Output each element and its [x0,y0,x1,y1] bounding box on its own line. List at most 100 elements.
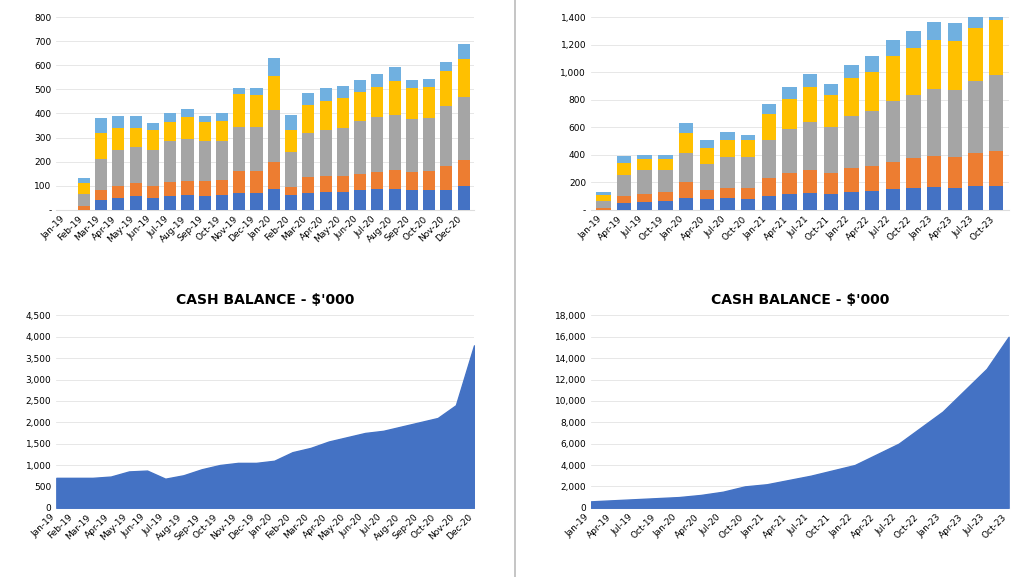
Bar [658,159,673,170]
Bar [95,118,108,133]
Bar [233,171,246,193]
Bar [372,189,383,209]
Bar [233,94,246,127]
Bar [823,95,838,127]
Bar [989,151,1004,186]
Bar [337,98,349,128]
Bar [113,149,125,186]
Bar [596,192,610,194]
Bar [406,119,418,173]
Bar [658,193,673,201]
Bar [372,117,383,173]
Bar [906,158,921,188]
Bar [406,173,418,190]
Bar [216,121,228,141]
Bar [927,156,941,187]
Bar [113,186,125,198]
Bar [233,88,246,94]
Bar [638,194,652,202]
Bar [302,105,314,133]
Title: CASH BALANCE - $'000: CASH BALANCE - $'000 [176,293,354,308]
Bar [113,128,125,149]
Bar [803,170,817,193]
Bar [113,116,125,128]
Bar [146,198,159,209]
Bar [741,198,756,209]
Bar [458,97,470,160]
Bar [886,101,900,162]
Bar [199,116,211,122]
Bar [782,87,797,99]
Bar [78,178,90,183]
Bar [406,80,418,88]
Bar [440,72,453,106]
Bar [130,147,141,183]
Bar [638,170,652,194]
Bar [319,192,332,209]
Legend: Frozen Foods, Meat, Fruits & vegetables, Alcohol, Paper Goods: Frozen Foods, Meat, Fruits & vegetables,… [96,0,434,3]
Bar [616,175,631,196]
Bar [616,203,631,209]
Bar [319,102,332,130]
Bar [164,182,176,196]
Bar [823,173,838,194]
Bar [969,81,983,153]
Bar [596,194,610,201]
Bar [886,162,900,189]
Bar [78,206,90,209]
Bar [285,187,297,195]
Bar [319,130,332,176]
Bar [337,86,349,98]
Bar [741,158,756,188]
Bar [616,156,631,163]
Bar [762,140,776,178]
Bar [337,176,349,192]
Bar [233,127,246,171]
Bar [699,140,714,148]
Bar [699,148,714,164]
Bar [406,190,418,209]
Title: CASH BALANCE - $'000: CASH BALANCE - $'000 [711,293,889,308]
Bar [354,121,367,174]
Bar [823,194,838,209]
Bar [906,31,921,48]
Bar [720,157,734,188]
Bar [388,66,400,81]
Bar [969,28,983,81]
Bar [989,186,1004,209]
Bar [302,177,314,193]
Bar [337,192,349,209]
Bar [251,88,262,95]
Bar [782,99,797,129]
Bar [969,9,983,28]
Bar [741,135,756,140]
Bar [616,196,631,203]
Bar [947,42,963,90]
Bar [113,198,125,209]
Bar [989,75,1004,151]
Bar [406,88,418,119]
Bar [440,190,453,209]
Bar [216,114,228,121]
Bar [164,141,176,182]
Bar [886,57,900,101]
Bar [679,182,693,198]
Bar [679,123,693,133]
Bar [906,188,921,209]
Bar [865,57,880,72]
Bar [906,95,921,158]
Bar [164,114,176,122]
Bar [616,163,631,175]
Bar [302,193,314,209]
Bar [146,186,159,198]
Bar [679,153,693,182]
Bar [720,140,734,157]
Bar [823,84,838,95]
Bar [251,193,262,209]
Bar [865,111,880,166]
Bar [927,40,941,89]
Bar [638,159,652,170]
Bar [285,130,297,152]
Bar [638,155,652,159]
Bar [251,171,262,193]
